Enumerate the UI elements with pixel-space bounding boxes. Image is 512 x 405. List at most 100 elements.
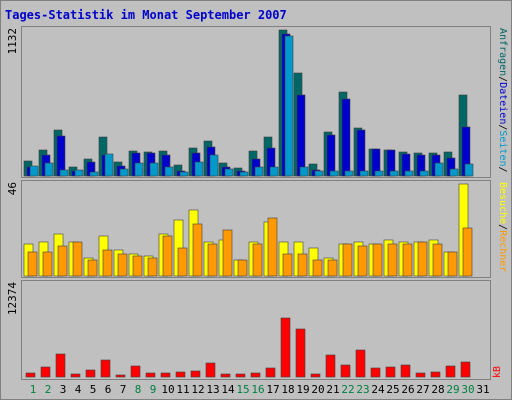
x-axis-labels: 1 2 3 4 5 6 7 8 9 10 11 12 13 14 15 16 17 18 19 20 21 22 23 24 2… (30, 383, 490, 396)
x-tick-label: 18 (281, 383, 294, 396)
bar-kb-day-18 (280, 317, 291, 378)
bar-rechner-day-22 (342, 243, 353, 277)
bar-kb-day-1 (25, 372, 36, 378)
bar-kb-day-7 (115, 374, 126, 378)
bar-rechner-day-13 (207, 243, 218, 277)
bar-seiten-day-23 (359, 170, 369, 177)
bar-kb-day-6 (100, 359, 111, 378)
bar-kb-day-23 (355, 349, 366, 378)
bar-seiten-day-13 (209, 154, 219, 177)
x-tick-label: 30 (461, 383, 474, 396)
bar-seiten-day-27 (419, 170, 429, 177)
bar-kb-day-19 (295, 328, 306, 378)
x-tick-label: 3 (60, 383, 67, 396)
bar-rechner-day-12 (192, 223, 203, 277)
x-tick-label: 4 (75, 383, 82, 396)
bar-rechner-day-8 (132, 255, 143, 277)
x-tick-label: 28 (431, 383, 444, 396)
bar-kb-day-11 (175, 371, 186, 378)
bar-seiten-day-6 (104, 153, 114, 177)
x-tick-label: 9 (150, 383, 157, 396)
bar-rechner-day-21 (327, 259, 338, 277)
x-tick-label: 22 (341, 383, 354, 396)
bar-rechner-day-5 (87, 259, 98, 277)
bar-rechner-day-7 (117, 253, 128, 277)
x-tick-label: 31 (476, 383, 489, 396)
bar-seiten-day-28 (434, 162, 444, 177)
bar-rechner-day-25 (387, 243, 398, 277)
x-tick-label: 16 (251, 383, 264, 396)
x-tick-label: 25 (386, 383, 399, 396)
x-tick-label: 20 (311, 383, 324, 396)
bar-rechner-day-4 (72, 241, 83, 277)
bar-seiten-day-1 (29, 165, 39, 177)
x-tick-label: 27 (416, 383, 429, 396)
bar-rechner-day-19 (297, 253, 308, 277)
x-tick-label: 21 (326, 383, 339, 396)
x-tick-label: 26 (401, 383, 414, 396)
bar-rechner-day-30 (462, 227, 473, 277)
bar-kb-day-8 (130, 365, 141, 378)
legend-anfragen: Anfragen (497, 28, 508, 76)
bar-kb-day-17 (265, 367, 276, 378)
bar-kb-day-26 (400, 364, 411, 378)
bar-kb-day-21 (325, 354, 336, 378)
legend-besuche: Besuche (497, 182, 508, 224)
legend-rechner: Rechner (497, 230, 508, 272)
bar-rechner-day-14 (222, 229, 233, 277)
bar-rechner-day-17 (267, 217, 278, 277)
panel3-ymax-label: 12374 (6, 282, 19, 315)
bar-kb-day-2 (40, 366, 51, 378)
bar-rechner-day-18 (282, 253, 293, 277)
bar-kb-day-29 (445, 365, 456, 378)
bar-seiten-day-11 (179, 171, 189, 177)
bar-rechner-day-3 (57, 245, 68, 277)
x-tick-label: 17 (266, 383, 279, 396)
bar-kb-day-24 (370, 367, 381, 378)
x-tick-label: 1 (30, 383, 37, 396)
bar-seiten-day-30 (464, 163, 474, 177)
bar-seiten-day-4 (74, 169, 84, 177)
x-tick-label: 6 (105, 383, 112, 396)
bar-kb-day-30 (460, 361, 471, 378)
bar-rechner-day-20 (312, 259, 323, 277)
bar-seiten-day-10 (164, 166, 174, 177)
bar-seiten-day-22 (344, 170, 354, 177)
x-tick-label: 2 (45, 383, 52, 396)
panel2-legend: Besuche/Rechner (497, 182, 508, 272)
panel3-bars (25, 317, 471, 378)
bar-kb-day-28 (430, 371, 441, 378)
panel-kilobytes (21, 280, 491, 380)
legend-seiten: Seiten (497, 130, 508, 166)
panel2-ymax-label: 46 (6, 182, 19, 195)
bar-seiten-day-7 (119, 168, 129, 177)
bar-rechner-day-11 (177, 247, 188, 277)
legend-kb: kB (492, 366, 503, 378)
bar-seiten-day-26 (404, 170, 414, 177)
bar-kb-day-27 (415, 372, 426, 378)
legend-dateien: Dateien (497, 82, 508, 124)
bar-rechner-day-28 (432, 243, 443, 277)
panel1-ymax-label: 1132 (6, 28, 19, 55)
bar-seiten-day-25 (389, 170, 399, 177)
bar-dateien-day-19 (296, 94, 306, 177)
x-tick-label: 15 (236, 383, 249, 396)
bar-rechner-day-27 (417, 241, 428, 277)
bar-seiten-day-14 (224, 168, 234, 177)
bar-kb-day-4 (70, 373, 81, 378)
bar-dateien-day-22 (341, 98, 351, 177)
legend-sep-1: / (497, 76, 508, 82)
bar-rechner-day-29 (447, 251, 458, 277)
legend-sep-4: / (497, 224, 508, 230)
x-tick-label: 11 (176, 383, 189, 396)
bar-dateien-day-21 (326, 134, 336, 177)
x-tick-label: 12 (191, 383, 204, 396)
bar-kb-day-9 (145, 372, 156, 378)
x-tick-label: 7 (120, 383, 127, 396)
bar-seiten-day-8 (134, 162, 144, 177)
bar-kb-day-16 (250, 372, 261, 378)
bar-seiten-day-29 (449, 168, 459, 177)
bar-seiten-day-17 (269, 166, 279, 177)
